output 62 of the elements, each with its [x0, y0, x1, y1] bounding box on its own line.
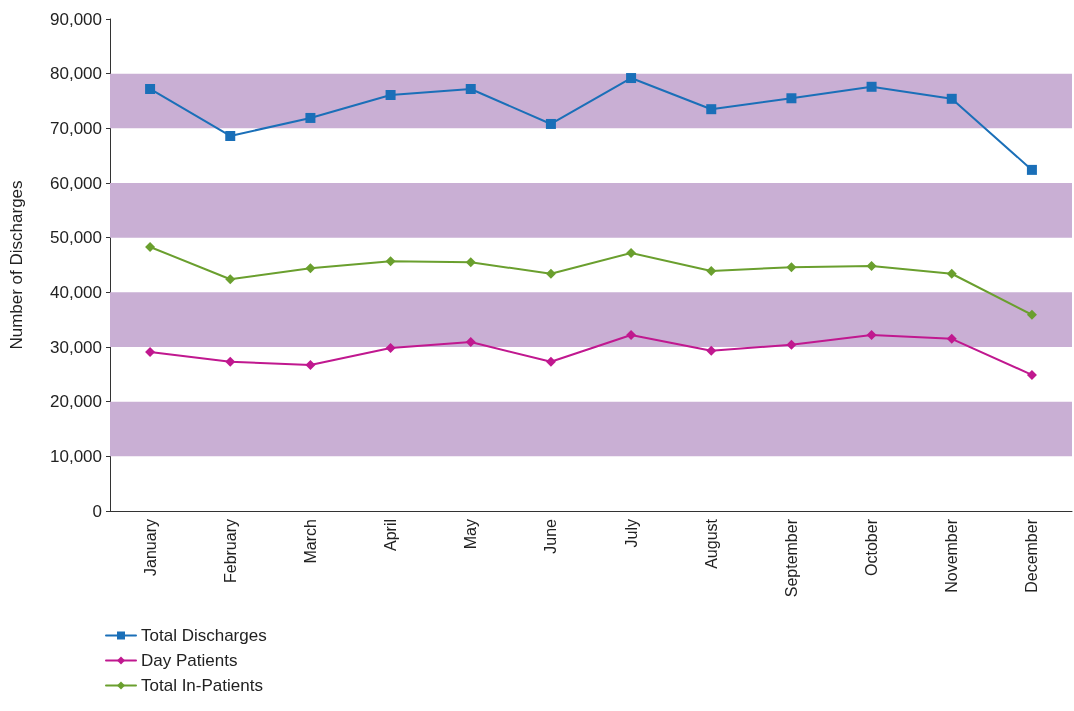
point [1026, 309, 1037, 320]
point [626, 329, 637, 340]
x-tick-label: November [943, 518, 961, 593]
legend-label: Day Patients [141, 651, 238, 670]
point [786, 262, 797, 273]
legend-label: Total Discharges [141, 626, 267, 645]
x-tick-label: January [141, 519, 159, 576]
point [946, 268, 957, 279]
y-tick-label: 90,000 [50, 9, 102, 29]
y-tick-label: 40,000 [50, 282, 102, 302]
point [866, 261, 877, 272]
x-tick-label: March [301, 519, 319, 564]
y-tick-label: 0 [92, 501, 102, 521]
point [385, 89, 396, 100]
point [866, 81, 877, 92]
point [225, 274, 236, 285]
point [946, 333, 957, 344]
point [706, 345, 717, 356]
x-tick-label: February [221, 519, 239, 584]
point [946, 93, 957, 104]
y-tick-label: 70,000 [50, 118, 102, 138]
y-tick-label: 60,000 [50, 173, 102, 193]
point [385, 343, 396, 354]
x-tick-label: October [863, 518, 881, 576]
x-tick-label: April [382, 519, 400, 552]
point [465, 337, 476, 348]
x-tick-label: July [622, 519, 640, 548]
point [706, 266, 717, 277]
point [786, 93, 797, 104]
point [385, 256, 396, 267]
point [465, 257, 476, 268]
point [145, 83, 156, 94]
point [305, 112, 316, 123]
point [786, 339, 797, 350]
legend-label: Total In-Patients [141, 676, 263, 695]
y-tick-label: 80,000 [50, 64, 102, 84]
x-tick-label: May [462, 519, 480, 550]
x-tick-label: August [702, 518, 720, 569]
y-axis-title: Number of Discharges [7, 180, 26, 350]
point [706, 104, 717, 115]
point [225, 130, 236, 141]
point [626, 247, 637, 258]
y-tick-label: 20,000 [50, 392, 102, 412]
point [465, 83, 476, 94]
x-tick-label: December [1023, 518, 1041, 593]
y-tick-label: 50,000 [50, 228, 102, 248]
point [545, 356, 556, 367]
point [545, 118, 556, 129]
y-tick-label: 30,000 [50, 337, 102, 357]
y-tick-label: 10,000 [50, 446, 102, 466]
point [225, 356, 236, 367]
point [626, 73, 637, 84]
point [545, 268, 556, 279]
point [145, 346, 156, 357]
x-tick-label: June [542, 518, 560, 554]
point [1026, 164, 1037, 175]
point [305, 263, 316, 274]
point [866, 329, 877, 340]
point [1026, 369, 1037, 380]
point [145, 241, 156, 252]
x-tick-label: September [782, 518, 800, 598]
point [305, 360, 316, 371]
